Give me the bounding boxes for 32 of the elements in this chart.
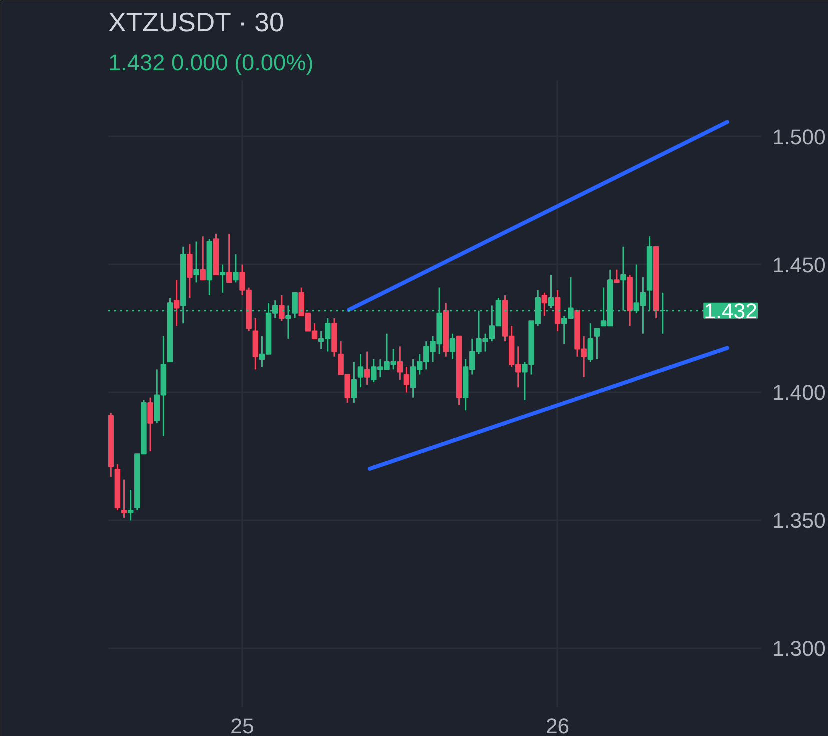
candlestick	[121, 478, 128, 519]
candlestick	[588, 322, 594, 363]
x-tick-label: 25	[230, 714, 254, 736]
candlestick	[397, 346, 404, 381]
candlestick	[594, 328, 600, 360]
chart-title: XTZUSDT · 30	[108, 8, 284, 38]
y-tick-label: 1.500	[772, 125, 826, 150]
candlestick	[542, 292, 548, 317]
candlestick	[194, 240, 200, 284]
candlestick	[233, 254, 239, 284]
candlestick	[404, 366, 410, 394]
ref-line-label: 1.432	[704, 299, 758, 324]
x-tick-label: 26	[546, 714, 570, 736]
candlestick	[220, 264, 226, 294]
candlestick	[548, 274, 554, 310]
candlestick	[364, 351, 370, 386]
candlestick	[279, 294, 285, 322]
candlestick	[128, 489, 134, 522]
candlestick	[358, 354, 364, 388]
y-tick-label: 1.300	[772, 637, 826, 662]
y-tick-label: 1.350	[772, 509, 826, 534]
candlestick	[200, 236, 206, 281]
candlestick	[174, 279, 180, 327]
chart-subtitle: 1.432 0.000 (0.00%)	[108, 50, 314, 76]
candlestick	[450, 333, 456, 360]
candlestick	[614, 269, 620, 284]
candlestick	[187, 244, 193, 299]
candlestick	[226, 233, 232, 284]
candlestick	[148, 397, 154, 452]
candlestick	[351, 361, 358, 404]
y-tick-label: 1.450	[772, 253, 826, 278]
y-tick-label: 1.400	[772, 381, 826, 406]
